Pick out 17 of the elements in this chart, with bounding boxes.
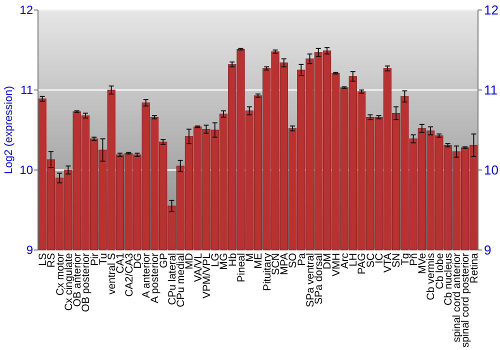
x-tick-label: Pineal	[235, 253, 248, 282]
y2-tick-label: 12	[484, 2, 498, 18]
x-tick-label: IC	[373, 252, 386, 264]
y2-tick-label: 11	[484, 82, 498, 98]
y-tick-label: 9	[26, 243, 34, 258]
y-tick-label: 10	[20, 163, 34, 178]
x-tick-label: Retina	[468, 252, 480, 284]
x-tick-label: Tg	[399, 252, 412, 266]
x-tick-label: DG	[132, 253, 144, 269]
x-tick-label: Arc	[338, 253, 351, 269]
y-axis-title: Log2 (expression)	[2, 86, 15, 174]
x-tick-label: OB posterior	[80, 252, 92, 312]
y2-tick-label: 9	[484, 242, 492, 258]
y-tick-label: 11	[20, 83, 34, 98]
y2-tick-label: 10	[484, 162, 498, 178]
x-tick-label: RS	[46, 253, 58, 268]
y-tick-label: 12	[20, 3, 34, 18]
